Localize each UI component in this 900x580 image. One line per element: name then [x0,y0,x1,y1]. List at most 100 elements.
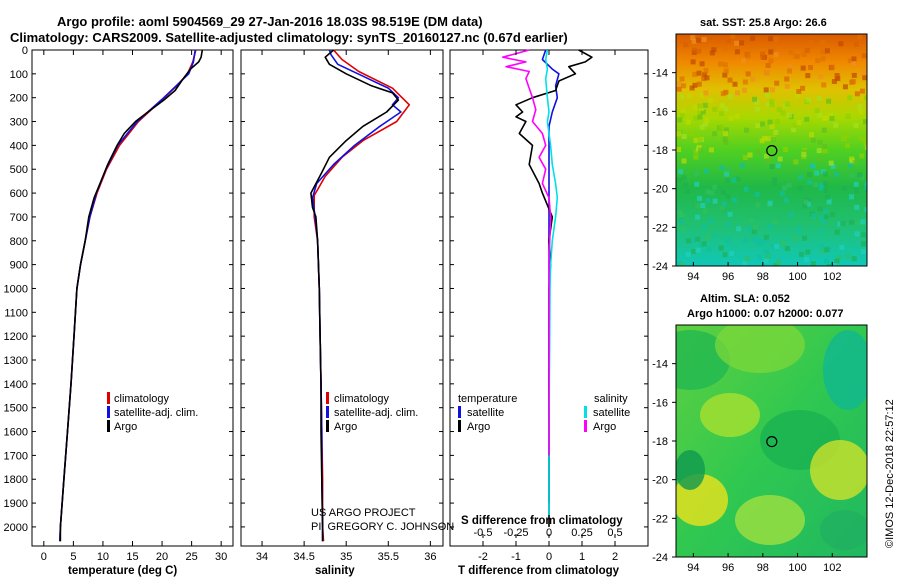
sla-map-title-line2: Argo h1000: 0.07 h2000: 0.077 [687,308,844,320]
sst-speckle-cell [806,198,812,204]
sst-speckle-cell [837,221,843,227]
sst-speckle-cell [860,241,866,247]
legend-swatch-t-satellite [458,406,461,418]
sst-speckle-cell [692,71,698,77]
series-line-argo [310,49,400,542]
sst-map [676,34,867,266]
sst-speckle-cell [851,72,857,78]
sst-speckle-cell [681,83,687,89]
sst-speckle-cell [676,131,682,137]
sst-speckle-cell [772,219,778,225]
sst-speckle-cell [722,136,728,142]
difference-series-group [501,49,593,527]
sst-speckle-cell [788,211,794,217]
sst-speckle-cell [691,248,697,254]
sst-speckle-cell [777,156,783,162]
sst-speckle-cell [683,42,689,48]
sst-speckle-cell [769,124,775,130]
sst-speckle-cell [703,90,709,96]
sst-speckle-cell [708,147,714,153]
sst-speckle-cell [769,164,775,170]
sst-speckle-cell [731,197,737,203]
legend-label-satellite: satellite-adj. clim. [334,407,418,419]
map-x-tick-label: 102 [823,562,841,574]
sst-speckle-cell [755,202,761,208]
sst-speckle-cell [724,171,730,177]
sst-speckle-cell [784,76,790,82]
sst-speckle-cell [704,75,710,81]
sst-speckle-cell [693,115,699,121]
depth-tick-label: 1000 [4,283,28,295]
sst-speckle-cell [858,109,864,115]
sst-speckle-cell [820,248,825,254]
sst-speckle-cell [821,218,827,224]
depth-tick-label: 1700 [4,450,28,462]
legend-swatch-t-argo [458,420,461,432]
sst-speckle-cell [847,95,853,101]
sst-speckle-cell [836,255,842,261]
x-tick-top-label: 0.5 [607,527,622,539]
sst-speckle-cell [695,236,701,242]
sst-speckle-cell [693,154,699,160]
sst-speckle-cell [800,85,806,91]
legend-swatch-satellite [326,406,329,418]
sst-speckle-cell [856,220,862,226]
map-x-tick-label: 94 [687,271,699,283]
sst-speckle-cell [793,53,799,59]
sst-speckle-cell [746,226,751,232]
legend-header-temperature: temperature [458,393,517,405]
map-x-tick-label: 96 [722,562,734,574]
sst-speckle-cell [764,92,770,98]
legend-swatch-argo [326,420,329,432]
x-tick-label: 0 [41,551,47,563]
sst-speckle-cell [696,70,702,76]
sst-speckle-cell [720,205,726,211]
sst-speckle-cell [720,189,726,195]
sst-speckle-cell [818,74,824,80]
sst-speckle-cell [845,113,851,119]
sst-speckle-cell [708,97,713,103]
sst-speckle-cell [864,207,867,213]
depth-tick-label: 1600 [4,427,28,439]
sst-speckle-cell [745,53,751,59]
sst-speckle-cell [698,147,703,153]
sla-blob [700,393,760,437]
sst-speckle-cell [703,68,709,74]
sst-speckle-cell [760,238,766,244]
sst-speckle-cell [822,148,828,154]
temperature-xlabel: temperature (deg C) [68,565,177,577]
difference-legend: temperature satellite Argo salinity sate… [458,393,630,433]
sst-speckle-cell [817,139,823,145]
x-tick-label: 30 [215,551,227,563]
sst-speckle-cell [816,95,822,101]
sst-speckle-cell [786,112,792,118]
sst-speckle-cell [864,144,867,150]
project-annotation-line2: PI: GREGORY C. JOHNSON [311,521,454,533]
sst-speckle-cell [819,244,825,250]
sst-speckle-cell [832,263,838,266]
map-y-tick-label: -18 [652,436,668,448]
sst-speckle-cell [854,188,859,194]
sst-speckle-cell [729,251,735,257]
x-tick-label: 5 [70,551,76,563]
legend-label-satellite: satellite-adj. clim. [114,407,198,419]
sst-speckle-cell [857,104,863,110]
sst-speckle-cell [817,206,823,212]
sst-speckle-cell [784,84,790,89]
sst-speckle-cell [854,204,860,210]
sst-speckle-cell [796,120,802,125]
sst-speckle-cell [740,163,746,169]
sst-speckle-cell [824,258,829,264]
series-line-s-argo [501,49,552,456]
sst-speckle-cell [769,102,775,108]
temperature-legend: climatology satellite-adj. clim. Argo [107,392,198,433]
sst-speckle-cell [726,238,732,244]
sst-speckle-cell [786,182,792,188]
sst-speckle-cell [773,36,779,42]
x-tick-label: -1 [511,551,521,563]
sst-speckle-cell [784,101,790,107]
sst-speckle-cell [774,119,780,125]
series-line-argo [59,49,204,542]
sst-speckle-cell [834,229,840,235]
x-tick-label: 15 [126,551,138,563]
